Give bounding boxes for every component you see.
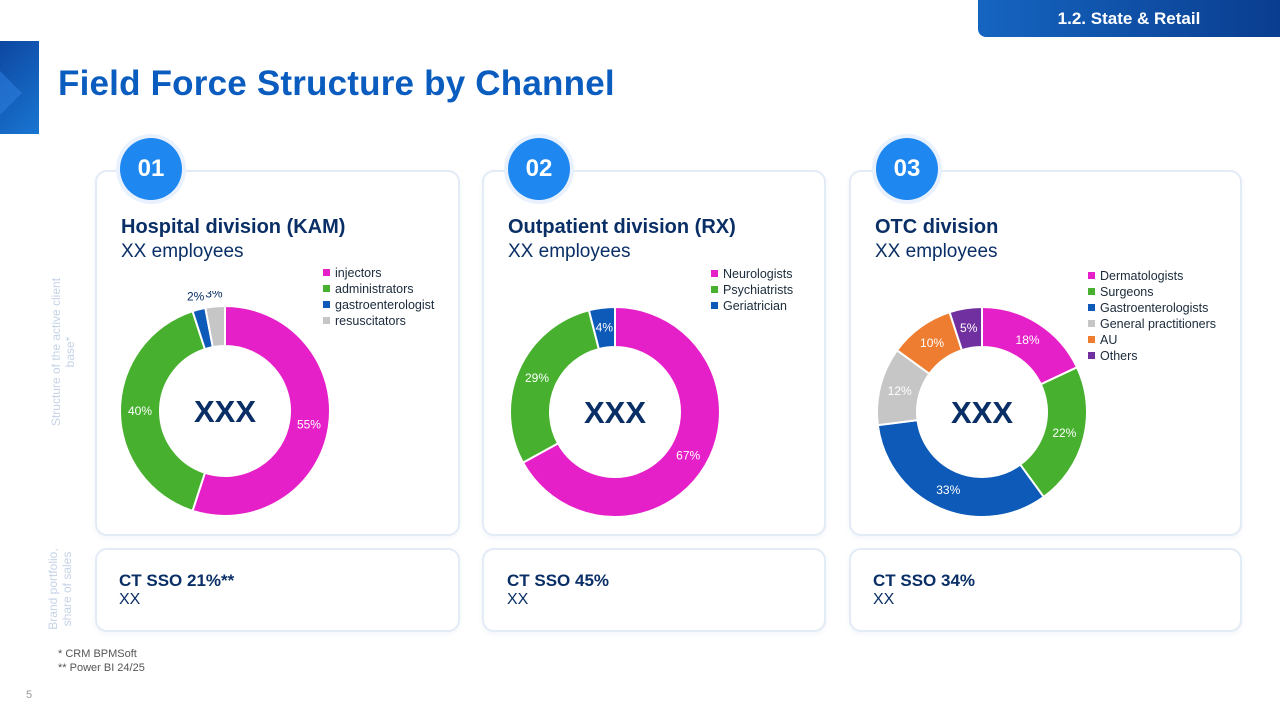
data-label: 5%: [960, 321, 978, 335]
division-title: Hospital division (KAM): [121, 216, 346, 238]
legend-swatch: [323, 269, 330, 276]
sso-card: [95, 548, 460, 632]
legend-label: Geriatrician: [723, 299, 787, 313]
legend-item: Psychiatrists: [711, 282, 793, 298]
legend-item: Others: [1088, 348, 1216, 364]
legend-item: AU: [1088, 332, 1216, 348]
legend-item: gastroenterologist: [323, 297, 434, 313]
donut-slice-psychiatrists: [509, 309, 601, 464]
page-number: 5: [26, 689, 33, 701]
data-label: 12%: [888, 384, 912, 398]
footnote: ** Power BI 24/25: [58, 662, 145, 674]
data-label: 10%: [920, 336, 944, 350]
donut-slice-neurologists: [521, 305, 721, 518]
chart-legend: Neurologists Psychiatrists Geriatrician: [711, 266, 793, 314]
data-label: 67%: [676, 448, 700, 462]
title-accent-bar: [0, 41, 39, 134]
sso-card: [849, 548, 1242, 632]
legend-swatch: [1088, 304, 1095, 311]
data-label: 4%: [596, 321, 614, 335]
legend-item: resuscitators: [323, 313, 434, 329]
sso-value: XX: [873, 591, 895, 608]
legend-label: Gastroenterologists: [1100, 301, 1209, 315]
legend-label: Neurologists: [723, 267, 793, 281]
donut-center-label: XXX: [194, 394, 256, 429]
sso-title: CT SSO 34%: [873, 571, 976, 590]
legend-swatch: [323, 285, 330, 292]
division-subtitle: XX employees: [121, 241, 244, 262]
legend-item: Dermatologists: [1088, 268, 1216, 284]
legend-label: Psychiatrists: [723, 283, 794, 297]
donut-slice-resuscitators: [204, 304, 226, 349]
donut-center-label: XXX: [951, 395, 1013, 430]
chart-legend: Dermatologists Surgeons Gastroenterologist…: [1088, 268, 1216, 364]
legend-swatch: [1088, 272, 1095, 279]
division-subtitle: XX employees: [875, 241, 998, 262]
legend-label: General practitioners: [1100, 317, 1217, 331]
card-number-badge: 02: [508, 138, 570, 200]
legend-swatch: [711, 286, 718, 293]
legend-swatch: [323, 317, 330, 324]
legend-item: Gastroenterologists: [1088, 300, 1216, 316]
legend-label: Others: [1100, 349, 1138, 363]
legend-swatch: [711, 270, 718, 277]
legend-item: General practitioners: [1088, 316, 1216, 332]
card-number-badge: 03: [876, 138, 938, 200]
donut-slice-injectors: [191, 304, 331, 517]
data-label: 55%: [297, 417, 321, 431]
side-label-structure: Structure of the active client base*: [49, 277, 77, 427]
donut-center-label: XXX: [584, 395, 646, 430]
donut-slice-geriatrician: [587, 305, 616, 351]
donut-slice-administrators: [119, 309, 207, 513]
legend-label: gastroenterologist: [335, 298, 435, 312]
legend-item: Geriatrician: [711, 298, 793, 314]
legend-item: Surgeons: [1088, 284, 1216, 300]
legend-label: Dermatologists: [1100, 269, 1184, 283]
legend-swatch: [1088, 288, 1095, 295]
data-label: 2%: [187, 291, 205, 304]
data-label: 33%: [936, 483, 960, 497]
legend-swatch: [1088, 320, 1095, 327]
card-number-badge: 01: [120, 138, 182, 200]
donut-chart: 18% 22% 33% 12% 10% 5% XXX: [876, 305, 1088, 518]
data-label: 40%: [128, 404, 152, 418]
legend-label: Surgeons: [1100, 285, 1154, 299]
legend-label: injectors: [335, 266, 382, 280]
legend-item: injectors: [323, 265, 434, 281]
donut-slice-others: [948, 305, 983, 352]
legend-swatch: [1088, 352, 1095, 359]
side-label-brand: Brand portfolio, share of sales: [46, 548, 74, 630]
data-label: 3%: [205, 291, 223, 301]
sso-title: CT SSO 21%**: [119, 571, 235, 590]
legend-label: resuscitators: [335, 314, 406, 328]
chart-legend: injectors administrators gastroenterologis…: [323, 265, 434, 329]
data-label: 22%: [1052, 426, 1076, 440]
legend-swatch: [1088, 336, 1095, 343]
division-subtitle: XX employees: [508, 241, 631, 262]
donut-slice-gastroenterologists: [876, 419, 1046, 518]
legend-swatch: [711, 302, 718, 309]
division-title: Outpatient division (RX): [508, 216, 736, 238]
legend-label: administrators: [335, 282, 414, 296]
sso-card: [482, 548, 826, 632]
data-label: 29%: [525, 371, 549, 385]
sso-title: CT SSO 45%: [507, 571, 610, 590]
section-tag: 1.2. State & Retail: [978, 0, 1280, 37]
page-title: Field Force Structure by Channel: [58, 64, 615, 103]
donut-chart: 55% 40% 2% 3% XXX: [119, 291, 331, 517]
sso-value: XX: [507, 591, 529, 608]
legend-label: AU: [1100, 333, 1118, 347]
division-title: OTC division: [875, 216, 999, 238]
legend-item: administrators: [323, 281, 434, 297]
footnote: * CRM BPMSoft: [58, 648, 137, 660]
legend-item: Neurologists: [711, 266, 793, 282]
legend-swatch: [323, 301, 330, 308]
data-label: 18%: [1016, 333, 1040, 347]
sso-value: XX: [119, 591, 141, 608]
donut-chart: 67% 29% 4% XXX: [509, 305, 721, 518]
